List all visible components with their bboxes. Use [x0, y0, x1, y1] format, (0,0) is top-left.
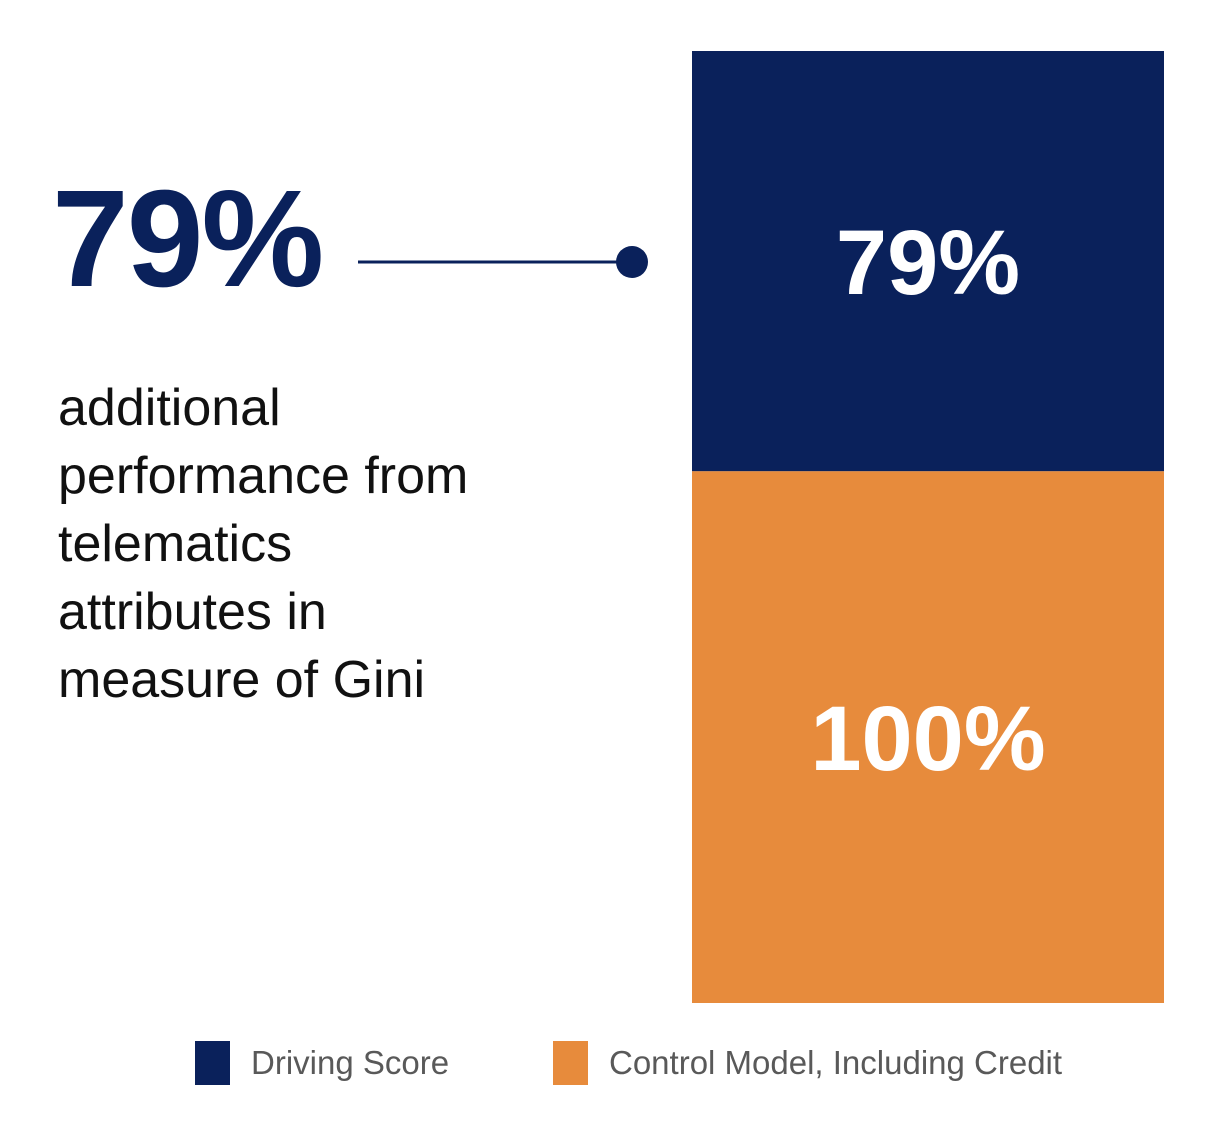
bar-label-control-model: 100% [810, 688, 1045, 790]
legend-item-control-model: Control Model, Including Credit [553, 1040, 1062, 1086]
legend-item-driving-score: Driving Score [195, 1040, 449, 1086]
legend-label-control-model: Control Model, Including Credit [609, 1044, 1063, 1081]
stacked-bar-chart: 100% 79% [358, 51, 1164, 1003]
callout-text: additional performance from telematics a… [58, 379, 469, 709]
legend-swatch-driving-score [195, 1041, 230, 1085]
bar-label-driving-score: 79% [836, 212, 1020, 314]
connector-dot [616, 246, 648, 278]
bar-segment-driving-score [692, 51, 1164, 472]
legend-label-driving-score: Driving Score [251, 1044, 450, 1081]
headline-value: 79% [52, 162, 324, 316]
chart-legend: Driving Score Control Model, Including C… [0, 1040, 1214, 1086]
bar-stack: 100% 79% [692, 51, 1164, 1003]
bar-segment-control-model [692, 471, 1164, 1003]
legend-swatch-control-model [553, 1041, 588, 1085]
callout-connector [358, 246, 648, 278]
